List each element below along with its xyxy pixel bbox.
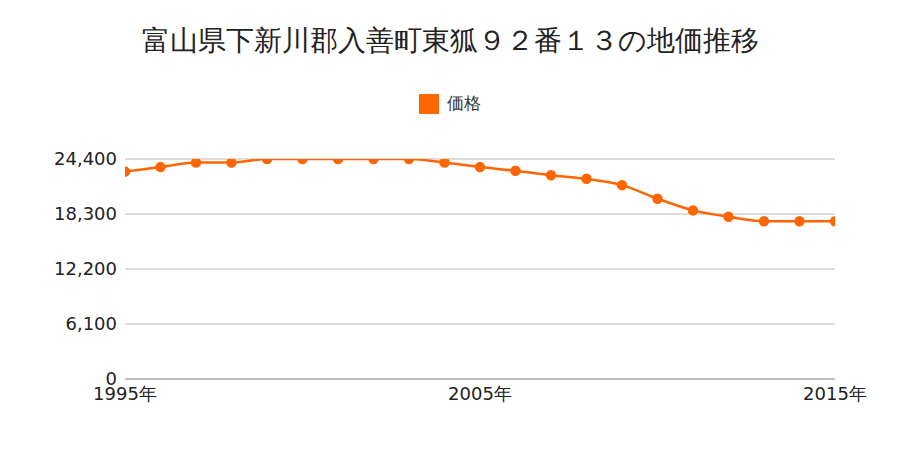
svg-text:18,300: 18,300	[54, 203, 117, 224]
html-text:価格: 価格	[447, 93, 481, 113]
svg-text:1995年: 1995年	[93, 383, 157, 404]
svg-text:0: 0	[106, 368, 117, 389]
svg-text:2015年: 2015年	[803, 383, 867, 404]
svg-text:24,400: 24,400	[54, 148, 117, 169]
html-text:富山県下新川郡入善町東狐９２番１３の地価推移: 富山県下新川郡入善町東狐９２番１３の地価推移	[141, 24, 759, 57]
svg-text:2005年: 2005年	[448, 383, 512, 404]
svg-text:12,200: 12,200	[54, 258, 117, 279]
svg-text:6,100: 6,100	[65, 313, 117, 334]
